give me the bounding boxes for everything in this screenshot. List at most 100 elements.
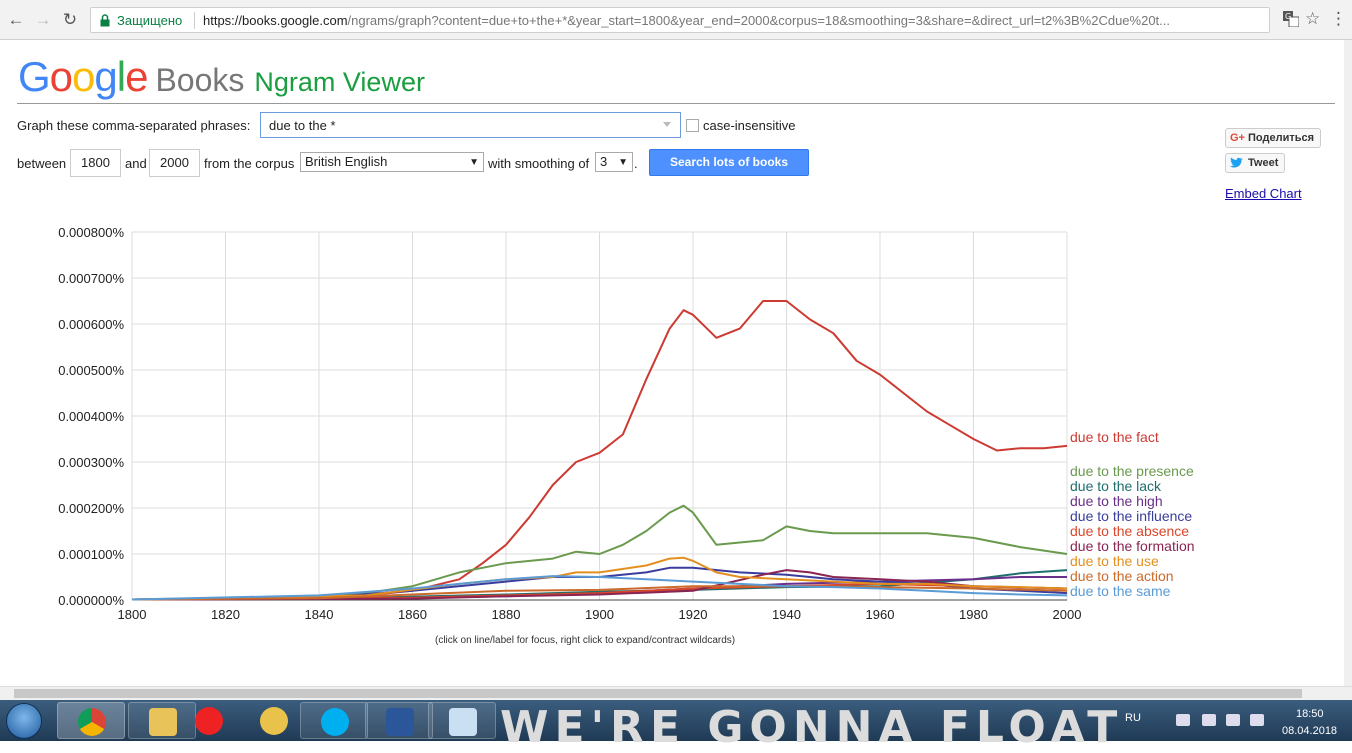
y-tick-label: 0.000400%: [58, 409, 124, 424]
taskbar-skype[interactable]: [300, 702, 368, 739]
google-books-logo[interactable]: Google Books Ngram Viewer: [18, 53, 425, 103]
svg-text:G: G: [1285, 12, 1291, 21]
taskbar-word[interactable]: [365, 702, 433, 739]
phrases-label: Graph these comma-separated phrases:: [17, 118, 251, 133]
x-tick-label: 1980: [959, 607, 988, 622]
url-host: https://books.google.com: [203, 13, 348, 28]
horizontal-scrollbar[interactable]: [0, 686, 1352, 700]
translate-icon[interactable]: G: [1283, 11, 1299, 27]
forward-arrow-icon[interactable]: →: [34, 10, 52, 29]
twitter-bird-icon: [1230, 157, 1243, 168]
back-arrow-icon[interactable]: ←: [7, 10, 25, 29]
between-label: between: [17, 156, 67, 171]
and-label: and: [125, 156, 147, 171]
search-button[interactable]: Search lots of books: [649, 149, 809, 176]
x-tick-label: 1880: [492, 607, 521, 622]
address-bar[interactable]: Защищено https://books.google.com/ngrams…: [90, 7, 1270, 33]
taskbar-paint[interactable]: [428, 702, 496, 739]
y-tick-label: 0.000700%: [58, 271, 124, 286]
url-path: /ngrams/graph?content=due+to+the+*&year_…: [347, 13, 1170, 28]
url-separator: [194, 12, 195, 29]
tweet-button[interactable]: Tweet: [1225, 153, 1286, 173]
secure-label: Защищено: [117, 13, 183, 28]
phrases-input[interactable]: due to the *: [260, 112, 681, 138]
tray-signal-icon[interactable]: [1226, 714, 1240, 726]
gplus-icon: G+: [1230, 132, 1245, 144]
reload-icon[interactable]: ↻: [62, 10, 78, 29]
series-label[interactable]: due to the formation: [1070, 538, 1195, 554]
y-tick-label: 0.000800%: [58, 225, 124, 240]
year-start-input[interactable]: 1800: [70, 149, 121, 177]
lock-icon: [100, 14, 110, 27]
tray-volume-icon[interactable]: [1250, 714, 1264, 726]
menu-icon[interactable]: ⋮: [1330, 9, 1347, 28]
series-label[interactable]: due to the high: [1070, 493, 1163, 509]
skype-icon: [321, 708, 349, 736]
series-label[interactable]: due to the same: [1070, 583, 1171, 599]
word-icon: [386, 708, 414, 736]
bookmark-star-icon[interactable]: ☆: [1305, 9, 1321, 28]
tweet-label: Tweet: [1248, 157, 1279, 169]
embed-chart-link[interactable]: Embed Chart: [1225, 186, 1302, 201]
taskbar-yandex[interactable]: [175, 702, 243, 739]
series-line[interactable]: [131, 575, 1068, 601]
x-tick-label: 1840: [305, 607, 334, 622]
horizontal-scrollbar-thumb[interactable]: [14, 689, 1302, 698]
year-end-input[interactable]: 2000: [149, 149, 200, 177]
gplus-share-button[interactable]: G+ Поделиться: [1225, 128, 1322, 148]
series-label[interactable]: due to the use: [1070, 553, 1159, 569]
series-label[interactable]: due to the absence: [1070, 523, 1189, 539]
case-insensitive-label: case-insensitive: [703, 118, 796, 133]
corpus-select[interactable]: British English ▼: [300, 152, 484, 172]
smoothing-select[interactable]: 3 ▼: [595, 152, 633, 172]
header-divider: [17, 103, 1335, 104]
x-tick-label: 1860: [398, 607, 427, 622]
x-tick-label: 1960: [866, 607, 895, 622]
taskbar-chrome[interactable]: [57, 702, 125, 739]
folder-icon: [149, 708, 177, 736]
dropdown-arrow-icon: ▼: [618, 157, 628, 168]
clock-time[interactable]: 18:50: [1296, 708, 1324, 720]
yandex-icon: [195, 707, 223, 735]
series-label[interactable]: due to the action: [1070, 568, 1174, 584]
series-label[interactable]: due to the fact: [1070, 429, 1159, 445]
series-line[interactable]: [131, 300, 1068, 601]
series-label[interactable]: due to the lack: [1070, 478, 1162, 494]
x-tick-label: 1920: [679, 607, 708, 622]
x-tick-label: 2000: [1053, 607, 1082, 622]
logo-books: Books: [155, 62, 245, 98]
app-title: Ngram Viewer: [254, 67, 425, 97]
y-tick-label: 0.000000%: [58, 593, 124, 608]
language-indicator[interactable]: RU: [1125, 712, 1141, 724]
y-tick-label: 0.000100%: [58, 547, 124, 562]
url-text[interactable]: https://books.google.com/ngrams/graph?co…: [203, 13, 1273, 28]
paint-icon: [449, 708, 477, 736]
tray-device-icon[interactable]: [1202, 714, 1216, 726]
corpus-value: British English: [305, 154, 388, 169]
vertical-scrollbar[interactable]: [1344, 40, 1352, 686]
case-insensitive-checkbox[interactable]: [686, 119, 699, 132]
start-button[interactable]: [6, 703, 42, 739]
taskbar: [0, 700, 1352, 741]
series-line[interactable]: [131, 585, 1068, 601]
x-tick-label: 1820: [211, 607, 240, 622]
series-line[interactable]: [131, 569, 1068, 601]
series-label[interactable]: due to the presence: [1070, 463, 1194, 479]
smoothing-label: with smoothing of: [488, 156, 590, 171]
tray-network-icon[interactable]: [1176, 714, 1190, 726]
browser-toolbar: ← → ↻ Защищено https://books.google.com/…: [0, 0, 1352, 40]
series-label[interactable]: due to the influence: [1070, 508, 1192, 524]
taskbar-app[interactable]: [240, 702, 308, 739]
chrome-icon: [78, 708, 106, 736]
wallpaper-text: WE'RE GONNA FLOAT: [500, 702, 1124, 753]
series-line[interactable]: [131, 504, 1068, 601]
chart-note: (click on line/label for focus, right cl…: [435, 635, 736, 646]
series-line[interactable]: [131, 569, 1068, 601]
x-tick-label: 1900: [585, 607, 614, 622]
clock-date[interactable]: 08.04.2018: [1282, 725, 1338, 737]
logo-google: Google: [18, 53, 148, 100]
chart-series[interactable]: [131, 300, 1068, 601]
corpus-label: from the corpus: [204, 156, 295, 171]
chevron-down-icon[interactable]: [663, 122, 671, 127]
